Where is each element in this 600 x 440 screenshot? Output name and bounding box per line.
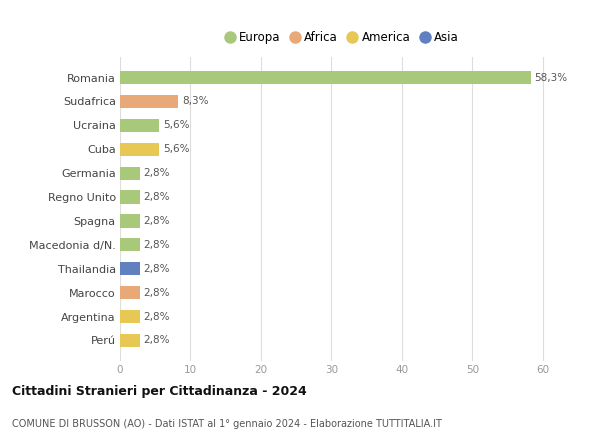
- Bar: [120, 95, 178, 108]
- Text: Cittadini Stranieri per Cittadinanza - 2024: Cittadini Stranieri per Cittadinanza - 2…: [12, 385, 307, 398]
- Legend: Europa, Africa, America, Asia: Europa, Africa, America, Asia: [220, 27, 464, 49]
- Bar: [120, 238, 140, 251]
- Text: 2,8%: 2,8%: [143, 192, 170, 202]
- Bar: [120, 214, 140, 227]
- Bar: [120, 286, 140, 299]
- Text: 8,3%: 8,3%: [182, 96, 209, 106]
- Bar: [120, 191, 140, 204]
- Text: 58,3%: 58,3%: [535, 73, 568, 83]
- Text: 2,8%: 2,8%: [143, 312, 170, 322]
- Bar: [120, 310, 140, 323]
- Text: 2,8%: 2,8%: [143, 168, 170, 178]
- Bar: [120, 334, 140, 347]
- Bar: [120, 167, 140, 180]
- Text: COMUNE DI BRUSSON (AO) - Dati ISTAT al 1° gennaio 2024 - Elaborazione TUTTITALIA: COMUNE DI BRUSSON (AO) - Dati ISTAT al 1…: [12, 419, 442, 429]
- Text: 2,8%: 2,8%: [143, 288, 170, 297]
- Text: 2,8%: 2,8%: [143, 240, 170, 250]
- Text: 5,6%: 5,6%: [163, 144, 190, 154]
- Text: 5,6%: 5,6%: [163, 121, 190, 130]
- Text: 2,8%: 2,8%: [143, 264, 170, 274]
- Bar: [120, 143, 160, 156]
- Text: 2,8%: 2,8%: [143, 216, 170, 226]
- Bar: [120, 262, 140, 275]
- Text: 2,8%: 2,8%: [143, 335, 170, 345]
- Bar: [120, 119, 160, 132]
- Bar: [120, 71, 531, 84]
